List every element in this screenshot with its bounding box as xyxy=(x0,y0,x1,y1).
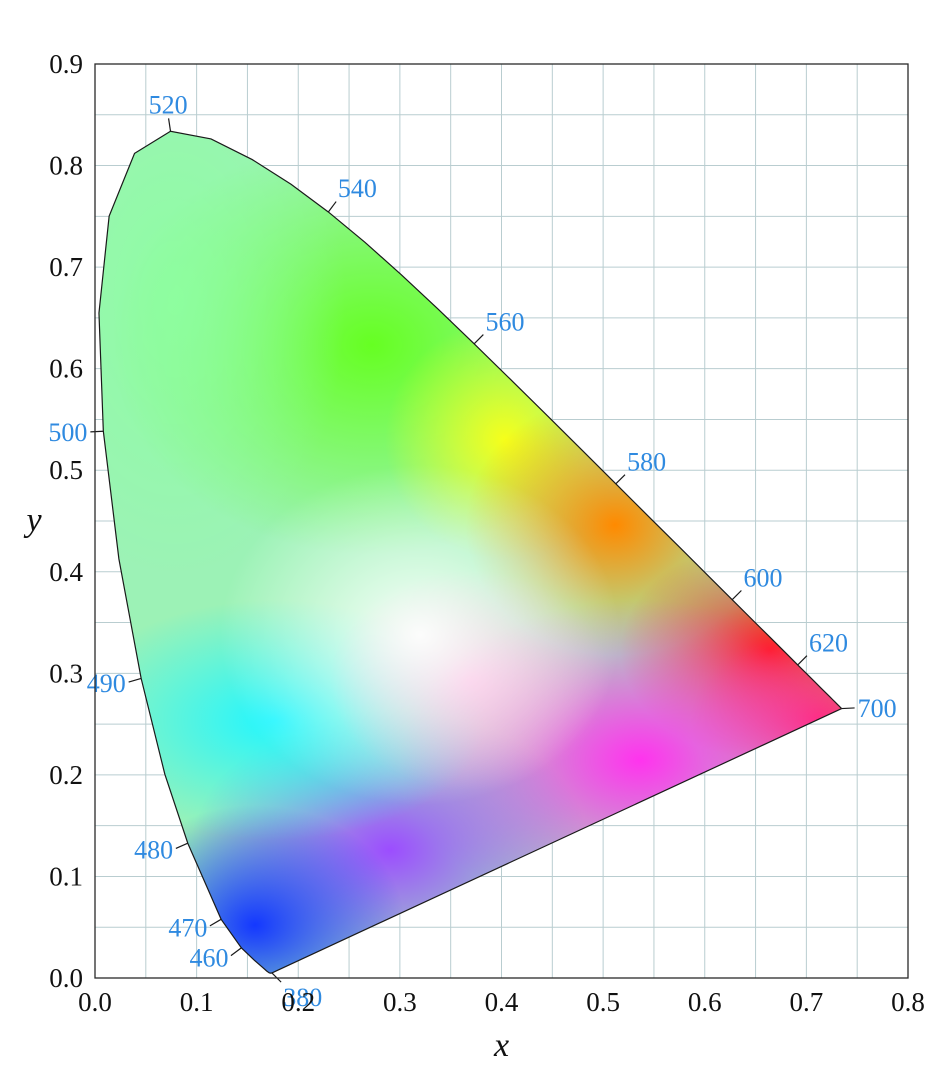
y-axis-ticks: 0.0 0.1 0.2 0.3 0.4 0.5 0.6 0.7 0.8 0.9 xyxy=(49,49,83,993)
wavelength-label: 380 xyxy=(283,983,322,1012)
wavelength-tick xyxy=(473,334,484,345)
wavelength-tick xyxy=(841,707,855,710)
wavelength-label: 500 xyxy=(48,418,87,447)
wavelength-label: 700 xyxy=(858,694,897,723)
x-tick-label: 0.5 xyxy=(586,987,620,1017)
wavelength-label: 470 xyxy=(168,913,207,942)
wavelength-label: 540 xyxy=(338,174,377,203)
wavelength-label: 490 xyxy=(87,669,126,698)
y-axis-title: y xyxy=(23,502,42,539)
x-tick-label: 0.2 xyxy=(281,987,315,1017)
wavelength-tick xyxy=(230,947,242,957)
wavelength-label: 520 xyxy=(149,90,188,119)
wavelength-tick xyxy=(128,677,142,683)
y-tick-label: 0.0 xyxy=(49,963,83,993)
wavelength-tick xyxy=(90,430,104,433)
y-tick-label: 0.3 xyxy=(49,658,83,688)
wavelength-tick xyxy=(175,842,189,849)
x-tick-label: 0.7 xyxy=(790,987,824,1017)
wavelength-tick xyxy=(167,118,172,132)
wavelength-label: 560 xyxy=(485,307,524,336)
y-tick-label: 0.4 xyxy=(49,557,83,587)
x-tick-label: 0.3 xyxy=(383,987,417,1017)
line-of-purples xyxy=(271,708,842,974)
wavelength-label: 620 xyxy=(809,629,848,658)
wavelength-tick xyxy=(209,918,222,927)
x-tick-label: 0.1 xyxy=(180,987,214,1017)
y-tick-label: 0.9 xyxy=(49,49,83,79)
spectral-locus xyxy=(98,130,843,974)
wavelength-label: 580 xyxy=(627,448,666,477)
wavelength-label: 480 xyxy=(134,836,173,865)
x-tick-label: 0.8 xyxy=(891,987,925,1017)
y-tick-label: 0.5 xyxy=(49,455,83,485)
x-tick-label: 0.0 xyxy=(78,987,112,1017)
wavelength-tick xyxy=(731,590,742,601)
wavelength-label: 460 xyxy=(190,943,229,972)
wavelength-tick xyxy=(797,655,808,666)
x-tick-label: 0.4 xyxy=(485,987,519,1017)
y-tick-label: 0.1 xyxy=(49,861,83,891)
plot-frame xyxy=(94,63,909,979)
wavelength-tick xyxy=(615,474,626,485)
y-tick-label: 0.7 xyxy=(49,252,83,282)
y-tick-label: 0.2 xyxy=(49,760,83,790)
y-tick-label: 0.6 xyxy=(49,354,83,384)
wavelength-tick xyxy=(327,201,337,213)
x-tick-label: 0.6 xyxy=(688,987,722,1017)
x-axis-title: x xyxy=(493,1027,509,1064)
x-axis-ticks: 0.0 0.1 0.2 0.3 0.4 0.5 0.6 0.7 0.8 xyxy=(78,987,925,1017)
y-tick-label: 0.8 xyxy=(49,151,83,181)
wavelength-label: 600 xyxy=(744,563,783,592)
